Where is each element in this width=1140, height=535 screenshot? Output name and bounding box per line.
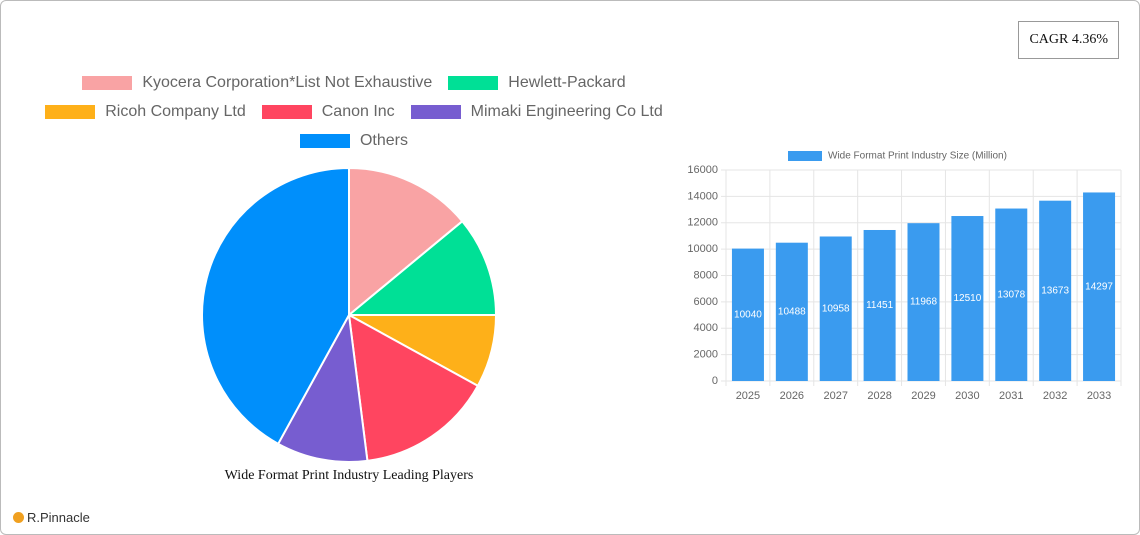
legend-label: Ricoh Company Ltd <box>105 103 246 120</box>
x-tick-label: 2027 <box>823 390 847 402</box>
legend-label: Mimaki Engineering Co Ltd <box>470 103 663 120</box>
value-label: 14297 <box>1085 281 1113 292</box>
x-tick-label: 2030 <box>955 390 979 402</box>
legend-label: Others <box>359 132 408 149</box>
y-tick-label: 4000 <box>694 322 718 334</box>
bar <box>907 223 940 381</box>
value-label: 10488 <box>778 306 806 317</box>
legend-item: Others <box>299 131 408 151</box>
legend-swatch <box>448 76 499 90</box>
pie-slice <box>348 166 464 318</box>
x-tick-label: 2029 <box>911 390 935 402</box>
y-tick-label: 12000 <box>687 217 718 229</box>
y-tick-label: 2000 <box>694 349 718 361</box>
y-tick-label: 0 <box>712 375 718 387</box>
y-tick-label: 14000 <box>687 190 718 202</box>
x-tick-label: 2032 <box>1043 390 1067 402</box>
legend-item: Hewlett-Packard <box>448 73 626 93</box>
legend-swatch <box>45 105 96 119</box>
y-tick-label: 16000 <box>687 164 718 176</box>
legend-swatch <box>82 76 133 90</box>
bar <box>1039 200 1072 381</box>
legend-label: Kyocera Corporation*List Not Exhaustive <box>142 74 433 91</box>
bar <box>995 208 1028 381</box>
cagr-annotation: CAGR 4.36% <box>1018 21 1119 59</box>
x-tick-label: 2026 <box>780 390 804 402</box>
value-label: 10040 <box>734 309 762 320</box>
brand-text: R.Pinnacle <box>27 510 90 525</box>
pie-slice <box>276 311 369 463</box>
bar <box>951 216 984 381</box>
value-label: 11451 <box>866 300 894 311</box>
bar <box>731 248 764 381</box>
x-tick-label: 2031 <box>999 390 1023 402</box>
legend-swatch <box>261 105 312 119</box>
pie-legend: Kyocera Corporation*List Not Exhaustive H… <box>19 73 689 151</box>
legend-item: Ricoh Company Ltd <box>45 102 246 122</box>
value-label: 11968 <box>910 297 938 308</box>
x-tick-label: 2025 <box>736 390 760 402</box>
pie-slice <box>347 313 480 462</box>
y-tick-label: 10000 <box>687 243 718 255</box>
legend-item: Canon Inc <box>261 102 395 122</box>
brand: R.Pinnacle <box>13 510 90 525</box>
legend-item: Mimaki Engineering Co Ltd <box>410 102 663 122</box>
value-label: 10958 <box>822 303 850 314</box>
legend-swatch <box>410 105 461 119</box>
x-tick-label: 2028 <box>867 390 891 402</box>
bar <box>863 229 896 381</box>
legend-swatch <box>788 151 822 161</box>
legend-item: Kyocera Corporation*List Not Exhaustive <box>82 73 432 93</box>
value-label: 13078 <box>997 289 1025 300</box>
legend-label: Canon Inc <box>321 103 395 120</box>
pie-slice <box>346 219 498 316</box>
bar <box>775 242 808 381</box>
bar <box>819 236 852 381</box>
legend-label: Hewlett-Packard <box>508 74 626 91</box>
y-tick-label: 8000 <box>694 269 718 281</box>
legend-swatch <box>299 134 350 148</box>
brand-icon <box>13 512 24 523</box>
y-tick-label: 6000 <box>694 296 718 308</box>
bar <box>1083 192 1116 381</box>
x-tick-label: 2033 <box>1087 390 1111 402</box>
value-label: 13673 <box>1041 285 1069 296</box>
value-label: 12510 <box>953 293 981 304</box>
pie-slice <box>201 166 350 446</box>
legend-label: Wide Format Print Industry Size (Million… <box>828 151 1007 162</box>
chart-title: Wide Format Print Industry Leading Playe… <box>225 468 474 483</box>
